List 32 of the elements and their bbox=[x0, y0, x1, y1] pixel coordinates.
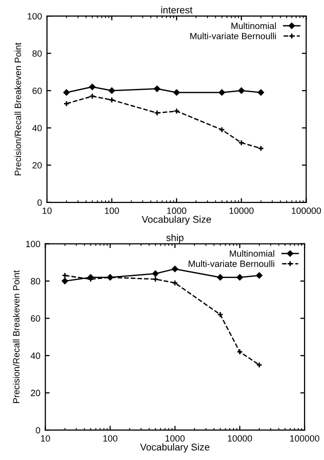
y-tick-label: 60 bbox=[30, 315, 40, 322]
y-axis-title: Precision/Recall Breakeven Point bbox=[14, 42, 22, 176]
y-tick-label: 100 bbox=[28, 13, 42, 20]
y-tick-label: 20 bbox=[32, 162, 42, 168]
y-tick-label: 100 bbox=[26, 240, 40, 248]
y-tick-label: 40 bbox=[30, 352, 40, 359]
x-tick-label: 1000 bbox=[167, 208, 186, 214]
x-tick-label: 10 bbox=[42, 208, 52, 214]
chart-title: ship bbox=[166, 234, 184, 244]
x-tick-label: 100 bbox=[103, 435, 118, 442]
legend-label: Multinomial bbox=[230, 250, 274, 257]
x-axis-title: Vocabulary Size bbox=[142, 216, 212, 225]
legend-label: Multi-variate Bernoulli bbox=[188, 260, 274, 267]
x-tick-label: 1000 bbox=[166, 435, 185, 442]
y-tick-label: 80 bbox=[32, 50, 42, 57]
x-tick-label: 100000 bbox=[292, 208, 321, 214]
chart-title: interest bbox=[161, 6, 192, 14]
y-tick-label: 20 bbox=[30, 390, 40, 396]
x-tick-label: 10 bbox=[41, 435, 50, 442]
y-tick-label: 60 bbox=[32, 88, 42, 94]
x-tick-label: 100000 bbox=[290, 435, 320, 442]
x-tick-label: 10000 bbox=[228, 435, 252, 442]
legend-label: Multi-variate Bernoulli bbox=[190, 32, 276, 40]
x-tick-label: 10000 bbox=[230, 208, 254, 214]
x-axis-title: Vocabulary Size bbox=[140, 443, 210, 452]
y-tick-label: 0 bbox=[36, 427, 40, 434]
y-tick-label: 80 bbox=[30, 278, 40, 284]
y-tick-label: 40 bbox=[32, 124, 42, 132]
x-tick-label: 100 bbox=[104, 208, 119, 214]
y-axis-title: Precision/Recall Breakeven Point bbox=[12, 270, 20, 403]
legend-label: Multinomial bbox=[231, 22, 276, 30]
y-tick-label: 0 bbox=[37, 199, 42, 206]
